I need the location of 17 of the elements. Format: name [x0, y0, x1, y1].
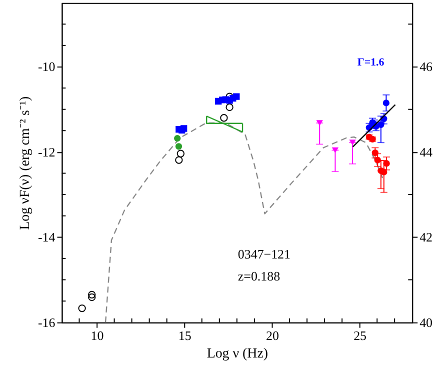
y-tick-label: -10: [38, 59, 56, 74]
y-tick-label: -16: [38, 314, 56, 330]
x-tick-label: 10: [90, 328, 104, 343]
x-axis-title: Log ν (Hz): [206, 346, 268, 362]
annotation: Γ=1.6: [357, 56, 385, 69]
y-axis-title: Log νF(ν) (erg cm⁻² s⁻¹): [18, 96, 34, 230]
x-tick-label: 25: [354, 328, 367, 343]
annotation: 0347−121: [238, 246, 290, 262]
y-tick-label: -12: [38, 144, 56, 160]
y2-tick-label: 44: [420, 144, 434, 160]
x-tick-label: 15: [178, 328, 192, 343]
y2-tick-label: 42: [420, 230, 433, 245]
y-tick-label: -14: [38, 230, 56, 245]
annotation: z=0.188: [238, 268, 280, 284]
y2-tick-label: 46: [420, 59, 434, 74]
y2-tick-label: 40: [420, 314, 433, 330]
x-tick-label: 20: [266, 328, 279, 343]
